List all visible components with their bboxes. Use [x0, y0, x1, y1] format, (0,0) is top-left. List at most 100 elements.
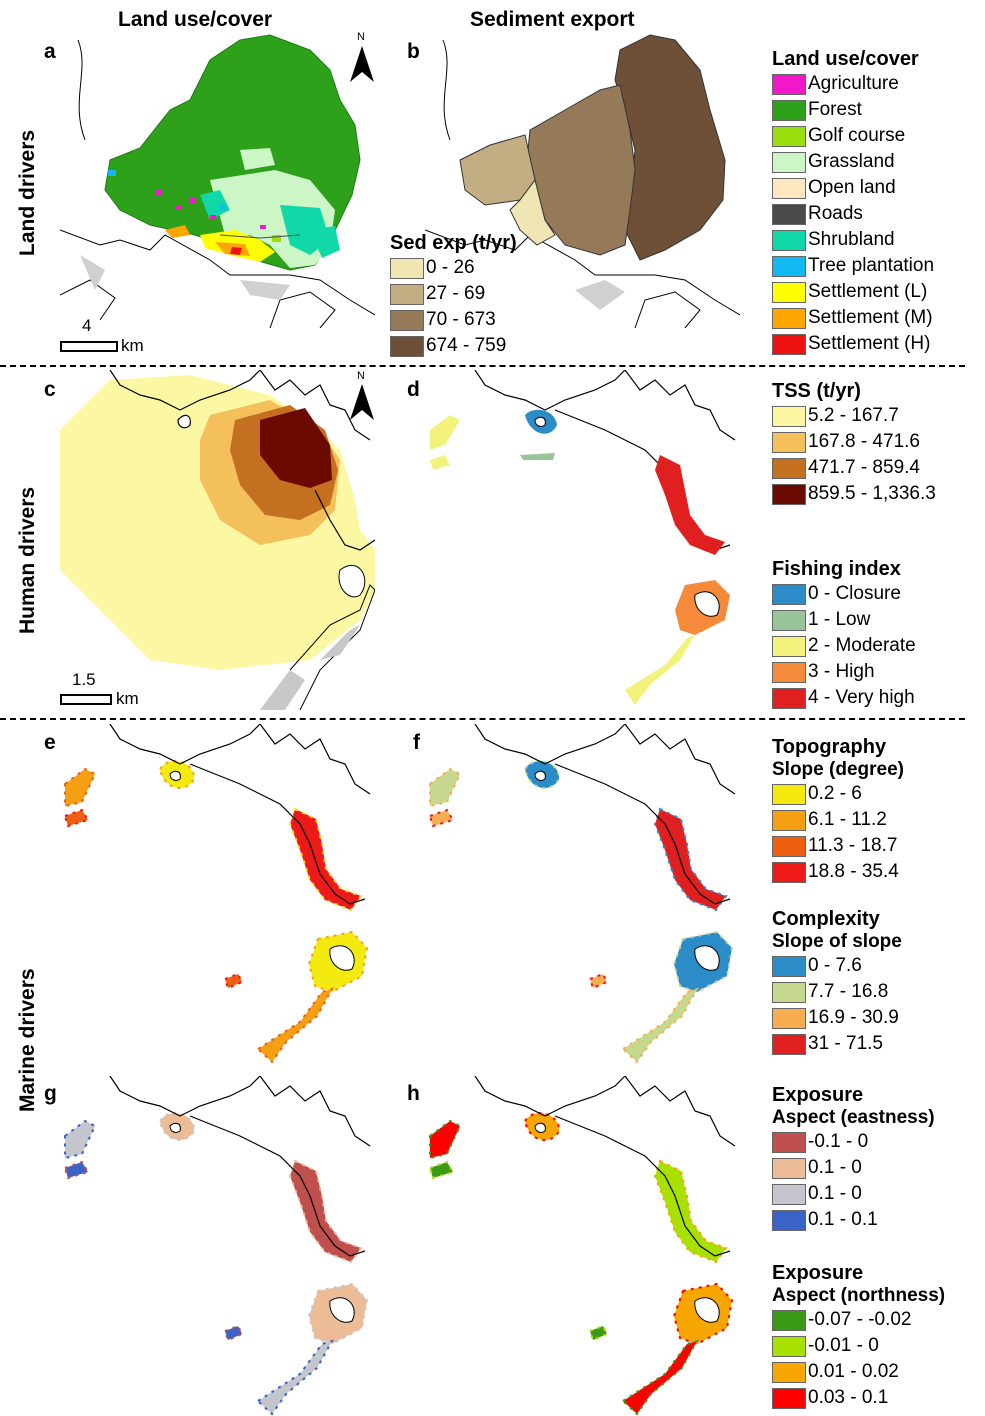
- legend-item-label: Grassland: [808, 151, 895, 172]
- legend-item-label: 1 - Low: [808, 609, 871, 630]
- legend-swatch: [772, 1361, 806, 1383]
- map-sediment-export: [425, 34, 740, 328]
- legend-item: 2 - Moderate: [772, 633, 916, 659]
- habitat-patch: [65, 810, 88, 826]
- habitat-patch: [430, 769, 460, 806]
- legend-topography-title: Topography: [772, 736, 887, 758]
- legend-item: 167.8 - 471.6: [772, 429, 936, 455]
- legend-swatch: [772, 281, 806, 303]
- legend-item-label: 859.5 - 1,336.3: [808, 483, 936, 504]
- habitat-texture: [429, 767, 462, 808]
- legend-tss: TSS (t/yr) 5.2 - 167.7 167.8 - 471.6 471.7…: [772, 380, 936, 507]
- legend-item-label: 27 - 69: [426, 283, 486, 304]
- legend-topography-subtitle: Slope (degree): [772, 759, 904, 780]
- legend-swatch: [772, 483, 806, 505]
- legend-item-label: 0 - 7.6: [808, 955, 862, 976]
- habitat-patch: [225, 974, 242, 988]
- legend-swatch: [772, 405, 806, 427]
- legend-swatch: [390, 309, 424, 331]
- legend-item-label: 3 - High: [808, 661, 875, 682]
- legend-item-label: 0 - 26: [426, 257, 475, 278]
- legend-item: Settlement (H): [772, 331, 934, 357]
- legend-item: 7.7 - 16.8: [772, 979, 902, 1005]
- habitat-patch: [430, 1121, 460, 1158]
- habitat-texture: [588, 972, 609, 990]
- panel-label-b: b: [407, 40, 420, 63]
- coastline: [554, 763, 731, 905]
- legend-swatch: [772, 635, 806, 657]
- legend-fishing-title: Fishing index: [772, 558, 901, 580]
- legend-eastness: Exposure Aspect (eastness) -0.1 - 0 0.1 -…: [772, 1084, 935, 1233]
- legend-item-label: -0.01 - 0: [808, 1335, 879, 1356]
- legend-item-label: Forest: [808, 99, 862, 120]
- coastline: [189, 1115, 366, 1257]
- legend-item-label: -0.1 - 0: [808, 1131, 869, 1152]
- island: [534, 770, 546, 781]
- legend-swatch: [772, 73, 806, 95]
- map-exposure-northness: [428, 1076, 736, 1416]
- coastline: [189, 763, 366, 905]
- legend-swatch: [772, 661, 806, 683]
- legend-item: 11.3 - 18.7: [772, 833, 904, 859]
- legend-item-label: 0.1 - 0: [808, 1183, 862, 1204]
- legend-item: 0.1 - 0: [772, 1155, 935, 1181]
- habitat-patch: [590, 974, 607, 988]
- legend-topography-items: 0.2 - 6 6.1 - 11.2 11.3 - 18.7 18.8 - 35.4: [772, 781, 904, 885]
- island: [169, 1122, 181, 1133]
- legend-complexity-subtitle: Slope of slope: [772, 931, 902, 952]
- legend-land-use-items: Agriculture Forest Golf course Grassland Ope…: [772, 71, 934, 357]
- legend-swatch: [772, 1183, 806, 1205]
- habitat-texture: [588, 1324, 609, 1342]
- map-tss: [60, 370, 375, 710]
- legend-item-label: 70 - 673: [426, 309, 496, 330]
- scale-value-c: 1.5: [72, 670, 96, 689]
- habitat-patch: [655, 809, 726, 910]
- legend-land-use: Land use/cover Agriculture Forest Golf cou…: [772, 48, 934, 357]
- row-divider-2: [0, 718, 965, 720]
- panel-label-h: h: [407, 1082, 420, 1105]
- island: [694, 945, 720, 971]
- legend-item-label: Settlement (M): [808, 307, 933, 328]
- legend-swatch: [772, 809, 806, 831]
- legend-item: -0.01 - 0: [772, 1333, 945, 1359]
- habitat-patch: [655, 1161, 726, 1262]
- legend-swatch: [772, 457, 806, 479]
- legend-swatch: [772, 609, 806, 631]
- habitat-texture: [223, 1324, 244, 1342]
- habitat-patch: [258, 1341, 332, 1414]
- habitat-texture: [653, 1159, 728, 1264]
- legend-swatch: [772, 255, 806, 277]
- legend-swatch: [772, 177, 806, 199]
- legend-item-label: 471.7 - 859.4: [808, 457, 920, 478]
- legend-item: 27 - 69: [390, 281, 517, 307]
- legend-item-label: Roads: [808, 203, 863, 224]
- north-label-a: N: [357, 31, 365, 43]
- legend-complexity: Complexity Slope of slope 0 - 7.6 7.7 - 1…: [772, 908, 902, 1057]
- legend-swatch: [772, 431, 806, 453]
- panel-label-e: e: [44, 731, 56, 754]
- legend-swatch: [772, 1157, 806, 1179]
- habitat-patch: [225, 1326, 242, 1340]
- legend-northness-items: -0.07 - -0.02 -0.01 - 0 0.01 - 0.02 0.03 - …: [772, 1307, 945, 1411]
- map-complexity: [428, 724, 736, 1064]
- legend-swatch: [772, 99, 806, 121]
- coastline: [259, 724, 371, 795]
- legend-northness-subtitle: Aspect (northness): [772, 1285, 946, 1306]
- legend-item: 0 - 7.6: [772, 953, 902, 979]
- legend-item: 5.2 - 167.7: [772, 403, 936, 429]
- legend-item-label: 11.3 - 18.7: [808, 835, 898, 856]
- legend-swatch: [390, 283, 424, 305]
- legend-item: Shrubland: [772, 227, 934, 253]
- legend-item-label: 0.2 - 6: [808, 783, 862, 804]
- legend-swatch: [772, 583, 806, 605]
- legend-item-label: Golf course: [808, 125, 906, 146]
- legend-item: 3 - High: [772, 659, 916, 685]
- legend-item: 859.5 - 1,336.3: [772, 481, 936, 507]
- legend-complexity-items: 0 - 7.6 7.7 - 16.8 16.9 - 30.9 31 - 71.5: [772, 953, 902, 1057]
- legend-item-label: Agriculture: [808, 73, 899, 94]
- legend-item: 0.1 - 0.1: [772, 1207, 935, 1233]
- coastline: [474, 724, 626, 765]
- legend-item: -0.1 - 0: [772, 1129, 935, 1155]
- legend-item: Agriculture: [772, 71, 934, 97]
- island: [329, 945, 355, 971]
